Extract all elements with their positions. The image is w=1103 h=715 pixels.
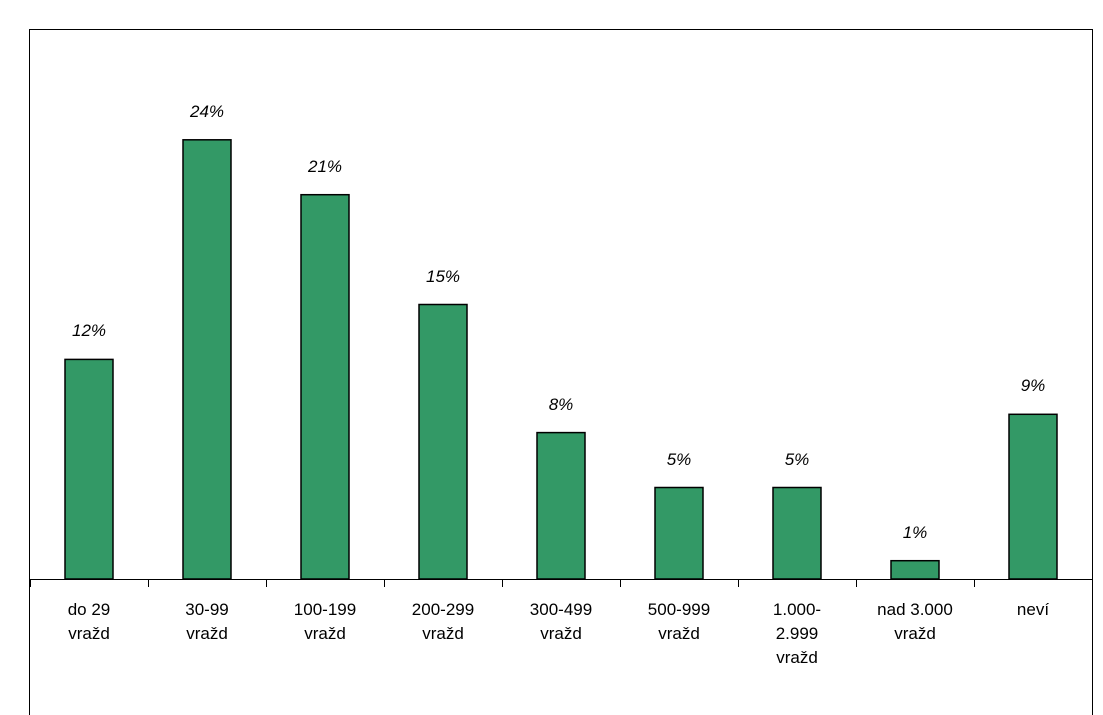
bar (1008, 413, 1058, 580)
bar (300, 193, 350, 580)
bar (536, 431, 586, 580)
value-label: 15% (425, 266, 461, 286)
x-tick-label: 300-499 vražd (529, 600, 593, 643)
x-tick-label: 500-999 vražd (647, 600, 711, 643)
bar (654, 486, 704, 580)
value-label: 9% (1020, 376, 1046, 396)
value-label: 21% (307, 156, 343, 176)
bar (772, 486, 822, 580)
value-label: 12% (71, 321, 107, 341)
bar (182, 139, 232, 580)
frame (29, 29, 1093, 715)
x-tick-label: 30-99 vražd (185, 600, 229, 643)
x-tick-label: 1.000- 2.999 vražd (772, 600, 822, 667)
value-label: 1% (902, 522, 928, 542)
x-tick-label: neví (1016, 600, 1050, 619)
value-label: 5% (784, 449, 810, 469)
x-tick-label: 200-299 vražd (411, 600, 475, 643)
x-tick-label: nad 3.000 vražd (877, 600, 953, 643)
value-label: 5% (666, 449, 692, 469)
bar (418, 303, 468, 580)
bar (64, 358, 114, 580)
value-label: 8% (548, 394, 574, 414)
x-tick-label: do 29 vražd (67, 600, 111, 643)
bar (890, 559, 940, 580)
x-tick-label: 100-199 vražd (293, 600, 357, 643)
value-label: 24% (189, 101, 225, 121)
